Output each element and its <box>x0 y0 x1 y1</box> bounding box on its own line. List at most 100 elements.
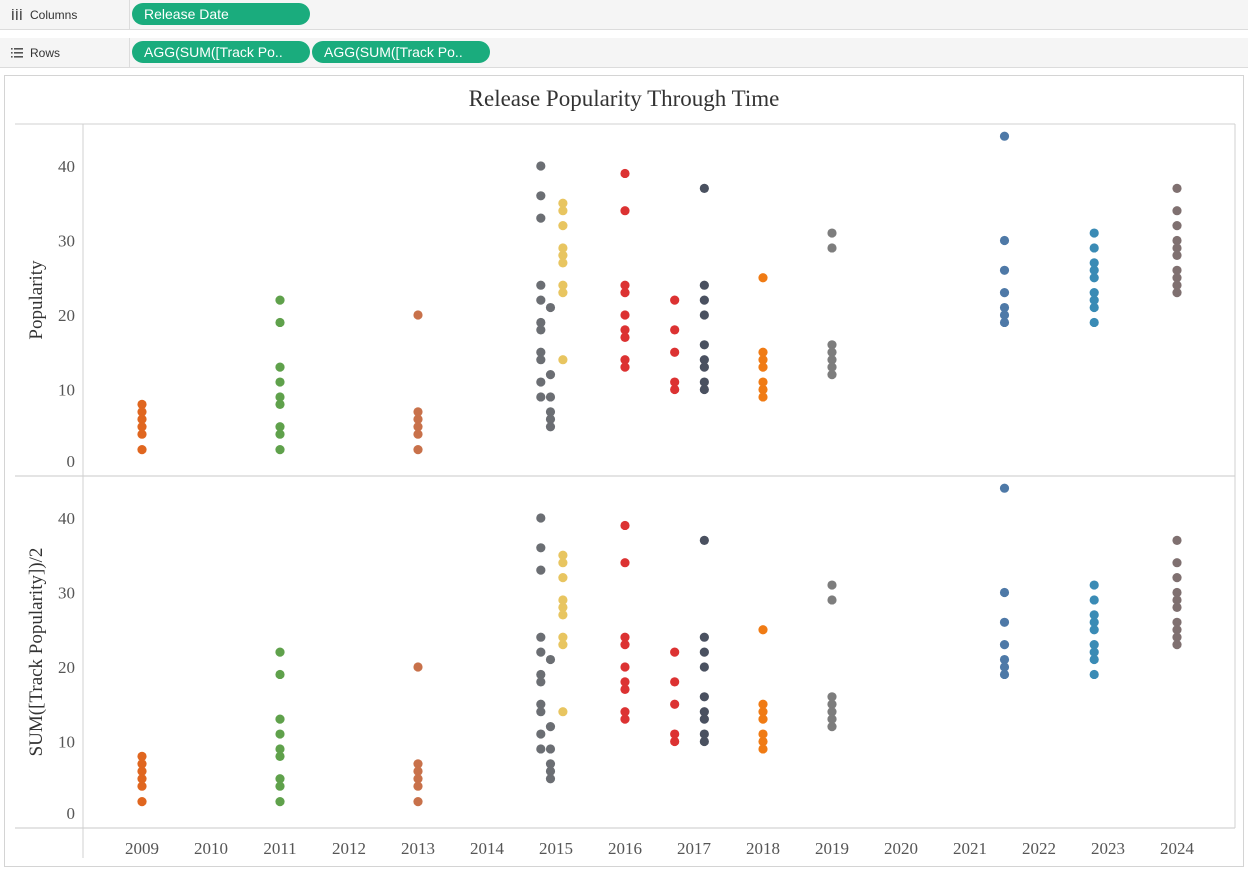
data-point <box>1089 669 1099 680</box>
data-point <box>545 370 556 380</box>
data-point <box>558 243 568 253</box>
data-point <box>999 587 1010 598</box>
y-tick-label: 40 <box>58 509 75 528</box>
data-point <box>670 295 680 305</box>
data-point <box>1172 243 1182 253</box>
data-point <box>620 355 630 365</box>
rows-icon <box>10 46 24 60</box>
data-point <box>1089 580 1099 590</box>
data-point <box>1172 535 1182 545</box>
x-tick-label: 2020 <box>884 839 918 858</box>
data-point <box>1172 573 1182 583</box>
data-point <box>1089 595 1099 605</box>
data-point <box>1089 317 1099 328</box>
data-point <box>558 221 568 231</box>
scatter-chart: Popularity 0 10 20 30 40 SUM([Track Popularity… <box>15 123 1236 858</box>
data-point <box>1089 288 1099 298</box>
data-point <box>620 168 630 179</box>
data-point <box>558 573 568 583</box>
data-point <box>545 392 556 402</box>
data-point <box>827 347 837 357</box>
data-point <box>1172 250 1182 260</box>
data-point <box>558 595 568 605</box>
y-tick-label: 0 <box>67 804 76 823</box>
data-point <box>999 654 1010 665</box>
data-point <box>536 347 546 357</box>
data-point <box>558 355 568 365</box>
data-point <box>536 161 546 171</box>
x-tick-label: 2016 <box>608 839 642 858</box>
track-popularity-pill-2[interactable]: AGG(SUM([Track Po.. <box>312 41 490 63</box>
x-tick-label: 2023 <box>1091 839 1125 858</box>
x-tick-label: 2021 <box>953 839 987 858</box>
data-point <box>999 640 1010 650</box>
data-point <box>699 692 709 702</box>
track-popularity-pill-1[interactable]: AGG(SUM([Track Po.. <box>132 41 310 63</box>
data-point <box>1089 640 1099 650</box>
data-point <box>827 228 837 238</box>
data-point <box>620 677 630 687</box>
data-point <box>1172 632 1182 642</box>
data-point <box>827 355 837 365</box>
x-tick-label: 2024 <box>1160 839 1195 858</box>
data-point <box>1089 610 1099 620</box>
data-point <box>699 295 709 305</box>
data-point <box>620 684 630 694</box>
data-point <box>413 310 423 320</box>
data-point <box>699 310 709 320</box>
data-point <box>999 131 1010 141</box>
data-point <box>545 407 556 417</box>
data-point <box>275 797 285 807</box>
data-point <box>699 535 709 545</box>
data-point <box>1172 288 1182 298</box>
rows-shelf-label: Rows <box>0 38 130 67</box>
x-tick-label: 2013 <box>401 839 435 858</box>
data-point <box>699 340 709 350</box>
data-point <box>275 422 285 432</box>
x-tick-label: 2018 <box>746 839 780 858</box>
rows-shelf: Rows AGG(SUM([Track Po.. AGG(SUM([Track … <box>0 38 1248 68</box>
data-point <box>275 751 285 762</box>
data-point <box>545 759 556 769</box>
data-point <box>758 377 768 387</box>
data-point <box>999 669 1010 680</box>
data-point <box>999 265 1010 275</box>
data-point <box>620 632 630 642</box>
data-point <box>699 736 709 747</box>
y-axis-label-bottom: SUM([Track Popularity])/2 <box>26 548 47 757</box>
data-point <box>699 632 709 642</box>
data-point <box>137 759 147 769</box>
data-point <box>137 445 147 455</box>
data-point <box>1172 640 1182 650</box>
data-point <box>999 317 1010 328</box>
data-point <box>1172 221 1182 231</box>
data-point <box>620 558 630 568</box>
data-point <box>536 513 546 523</box>
x-tick-label: 2022 <box>1022 839 1056 858</box>
data-point <box>758 736 768 747</box>
data-point <box>558 558 568 568</box>
release-date-pill[interactable]: Release Date <box>132 3 310 25</box>
data-point <box>275 377 285 387</box>
y-tick-label: 30 <box>58 232 75 251</box>
data-point <box>670 377 680 387</box>
data-point <box>558 198 568 208</box>
x-tick-label: 2011 <box>263 839 296 858</box>
data-point <box>275 647 285 657</box>
data-point <box>1172 602 1182 613</box>
data-point <box>536 647 546 657</box>
data-point <box>275 445 285 455</box>
data-point <box>620 332 630 342</box>
data-point <box>699 384 709 395</box>
data-point <box>620 280 630 290</box>
x-tick-label: 2015 <box>539 839 573 858</box>
data-point <box>670 325 680 335</box>
data-point <box>536 632 546 642</box>
data-point <box>137 429 147 439</box>
data-point <box>999 483 1010 493</box>
data-point <box>758 699 768 709</box>
data-point <box>620 362 630 372</box>
data-point <box>558 288 568 298</box>
data-point <box>413 797 423 807</box>
data-point <box>758 273 768 283</box>
